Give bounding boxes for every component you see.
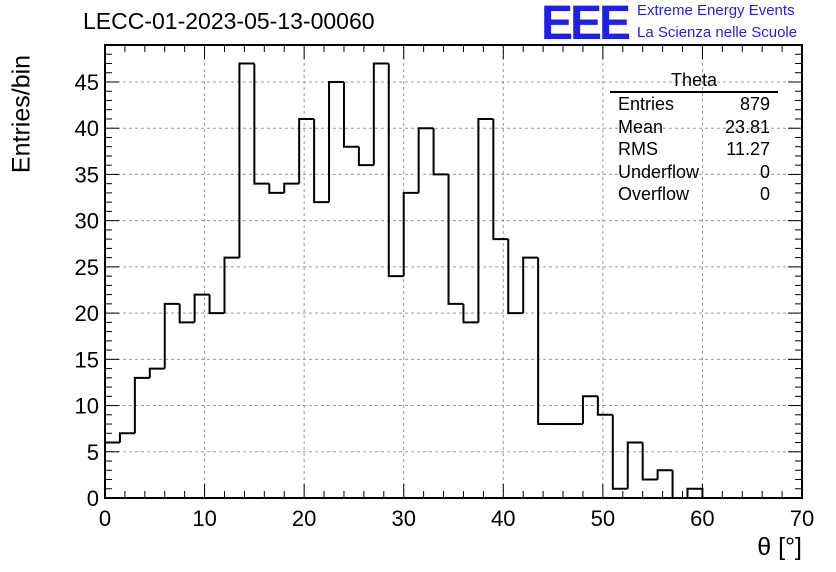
logo-caption-line1: Extreme Energy Events [637,2,795,19]
y-tick-label: 5 [87,440,99,465]
stat-row-rms: RMS 11.27 [610,138,778,161]
y-tick-label: 20 [75,301,99,326]
histogram-bin [268,183,285,194]
y-tick-label: 15 [75,347,99,372]
histogram-bin [477,117,494,323]
stat-row-overflow: Overflow 0 [610,183,778,206]
stat-value: 23.81 [724,116,770,137]
stat-label: Entries [618,94,675,114]
logo-caption-line2: La Scienza nelle Scuole [637,24,798,41]
y-axis-label: Entries/bin [7,54,36,174]
stat-row-mean: Mean 23.81 [610,116,778,139]
axis-ticks [104,44,803,499]
y-tick-label: 40 [75,116,99,141]
x-tick-label: 70 [790,506,814,531]
histogram-bin [223,256,240,314]
histogram-bin [313,118,330,204]
histogram-bin [522,256,539,314]
histogram-bars [104,62,704,499]
stat-label: Overflow [618,184,690,205]
x-axis-label: θ [°] [757,533,802,561]
histogram-bin [163,302,180,369]
stats-box: Theta Entries 879 Mean 23.81 RMS 11.27 U… [610,70,778,206]
histogram-bin [686,487,704,498]
histogram-bin [671,470,688,499]
stat-value: 0 [759,184,770,205]
stat-row-entries: Entries 879 [610,93,778,116]
histogram-bin [581,395,598,425]
histogram-bin [387,63,404,278]
stat-label: RMS [618,139,658,160]
histogram-bin [193,293,210,323]
stat-value: 0 [759,161,770,182]
histogram-bin [208,294,225,315]
histogram-bin [148,367,165,378]
stat-label: Underflow [618,161,700,182]
histogram-bin [417,127,434,193]
histogram-bin [118,432,135,443]
x-tick-label: 40 [491,506,515,531]
y-tick-label: 25 [75,255,99,280]
histogram-bin [447,174,464,305]
histogram-bin [611,414,628,490]
histogram-bin [238,62,255,258]
histogram-bin [492,118,509,241]
histogram-bin [357,146,374,167]
y-tick-label: 10 [75,394,99,419]
histogram-bin [328,80,344,203]
histogram-bin [372,62,389,166]
histogram-bin [342,81,359,148]
histogram-bin [596,396,613,416]
histogram-bin [626,441,643,489]
stat-row-underflow: Underflow 0 [610,161,778,184]
stat-value: 879 [739,94,770,114]
stats-title: Theta [610,70,778,93]
x-tick-label: 60 [690,506,714,531]
plot-frame [104,44,803,499]
eee-logo: EEE [541,0,631,50]
stat-label: Mean [618,116,664,137]
tick-labels: 0 10 20 30 40 50 60 70 0 5 10 15 20 25 30 35 40 45 [75,70,815,531]
histogram-bin [402,191,419,277]
y-tick-label: 0 [87,486,99,511]
histogram-bin [283,182,300,193]
x-tick-label: 10 [192,506,216,531]
histogram-bin [298,117,315,184]
histogram-bin [656,469,673,480]
stat-value: 11.27 [726,139,770,160]
x-tick-label: 20 [292,506,316,531]
x-tick-label: 50 [591,506,615,531]
x-tick-label: 0 [99,506,111,531]
y-tick-label: 35 [75,162,99,187]
histogram-bin [253,63,270,185]
histogram-bin [537,257,554,426]
histogram-bin [178,303,195,324]
histogram-bin [462,303,479,324]
y-tick-label: 45 [75,70,99,95]
histogram-bin [133,376,150,434]
histogram-bin [507,239,524,315]
histogram-bin [432,128,449,176]
chart-title: LECC-01-2023-05-13-00060 [83,8,375,34]
histogram-bin [641,442,658,481]
x-tick-label: 30 [391,506,415,531]
y-tick-label: 30 [75,209,99,234]
